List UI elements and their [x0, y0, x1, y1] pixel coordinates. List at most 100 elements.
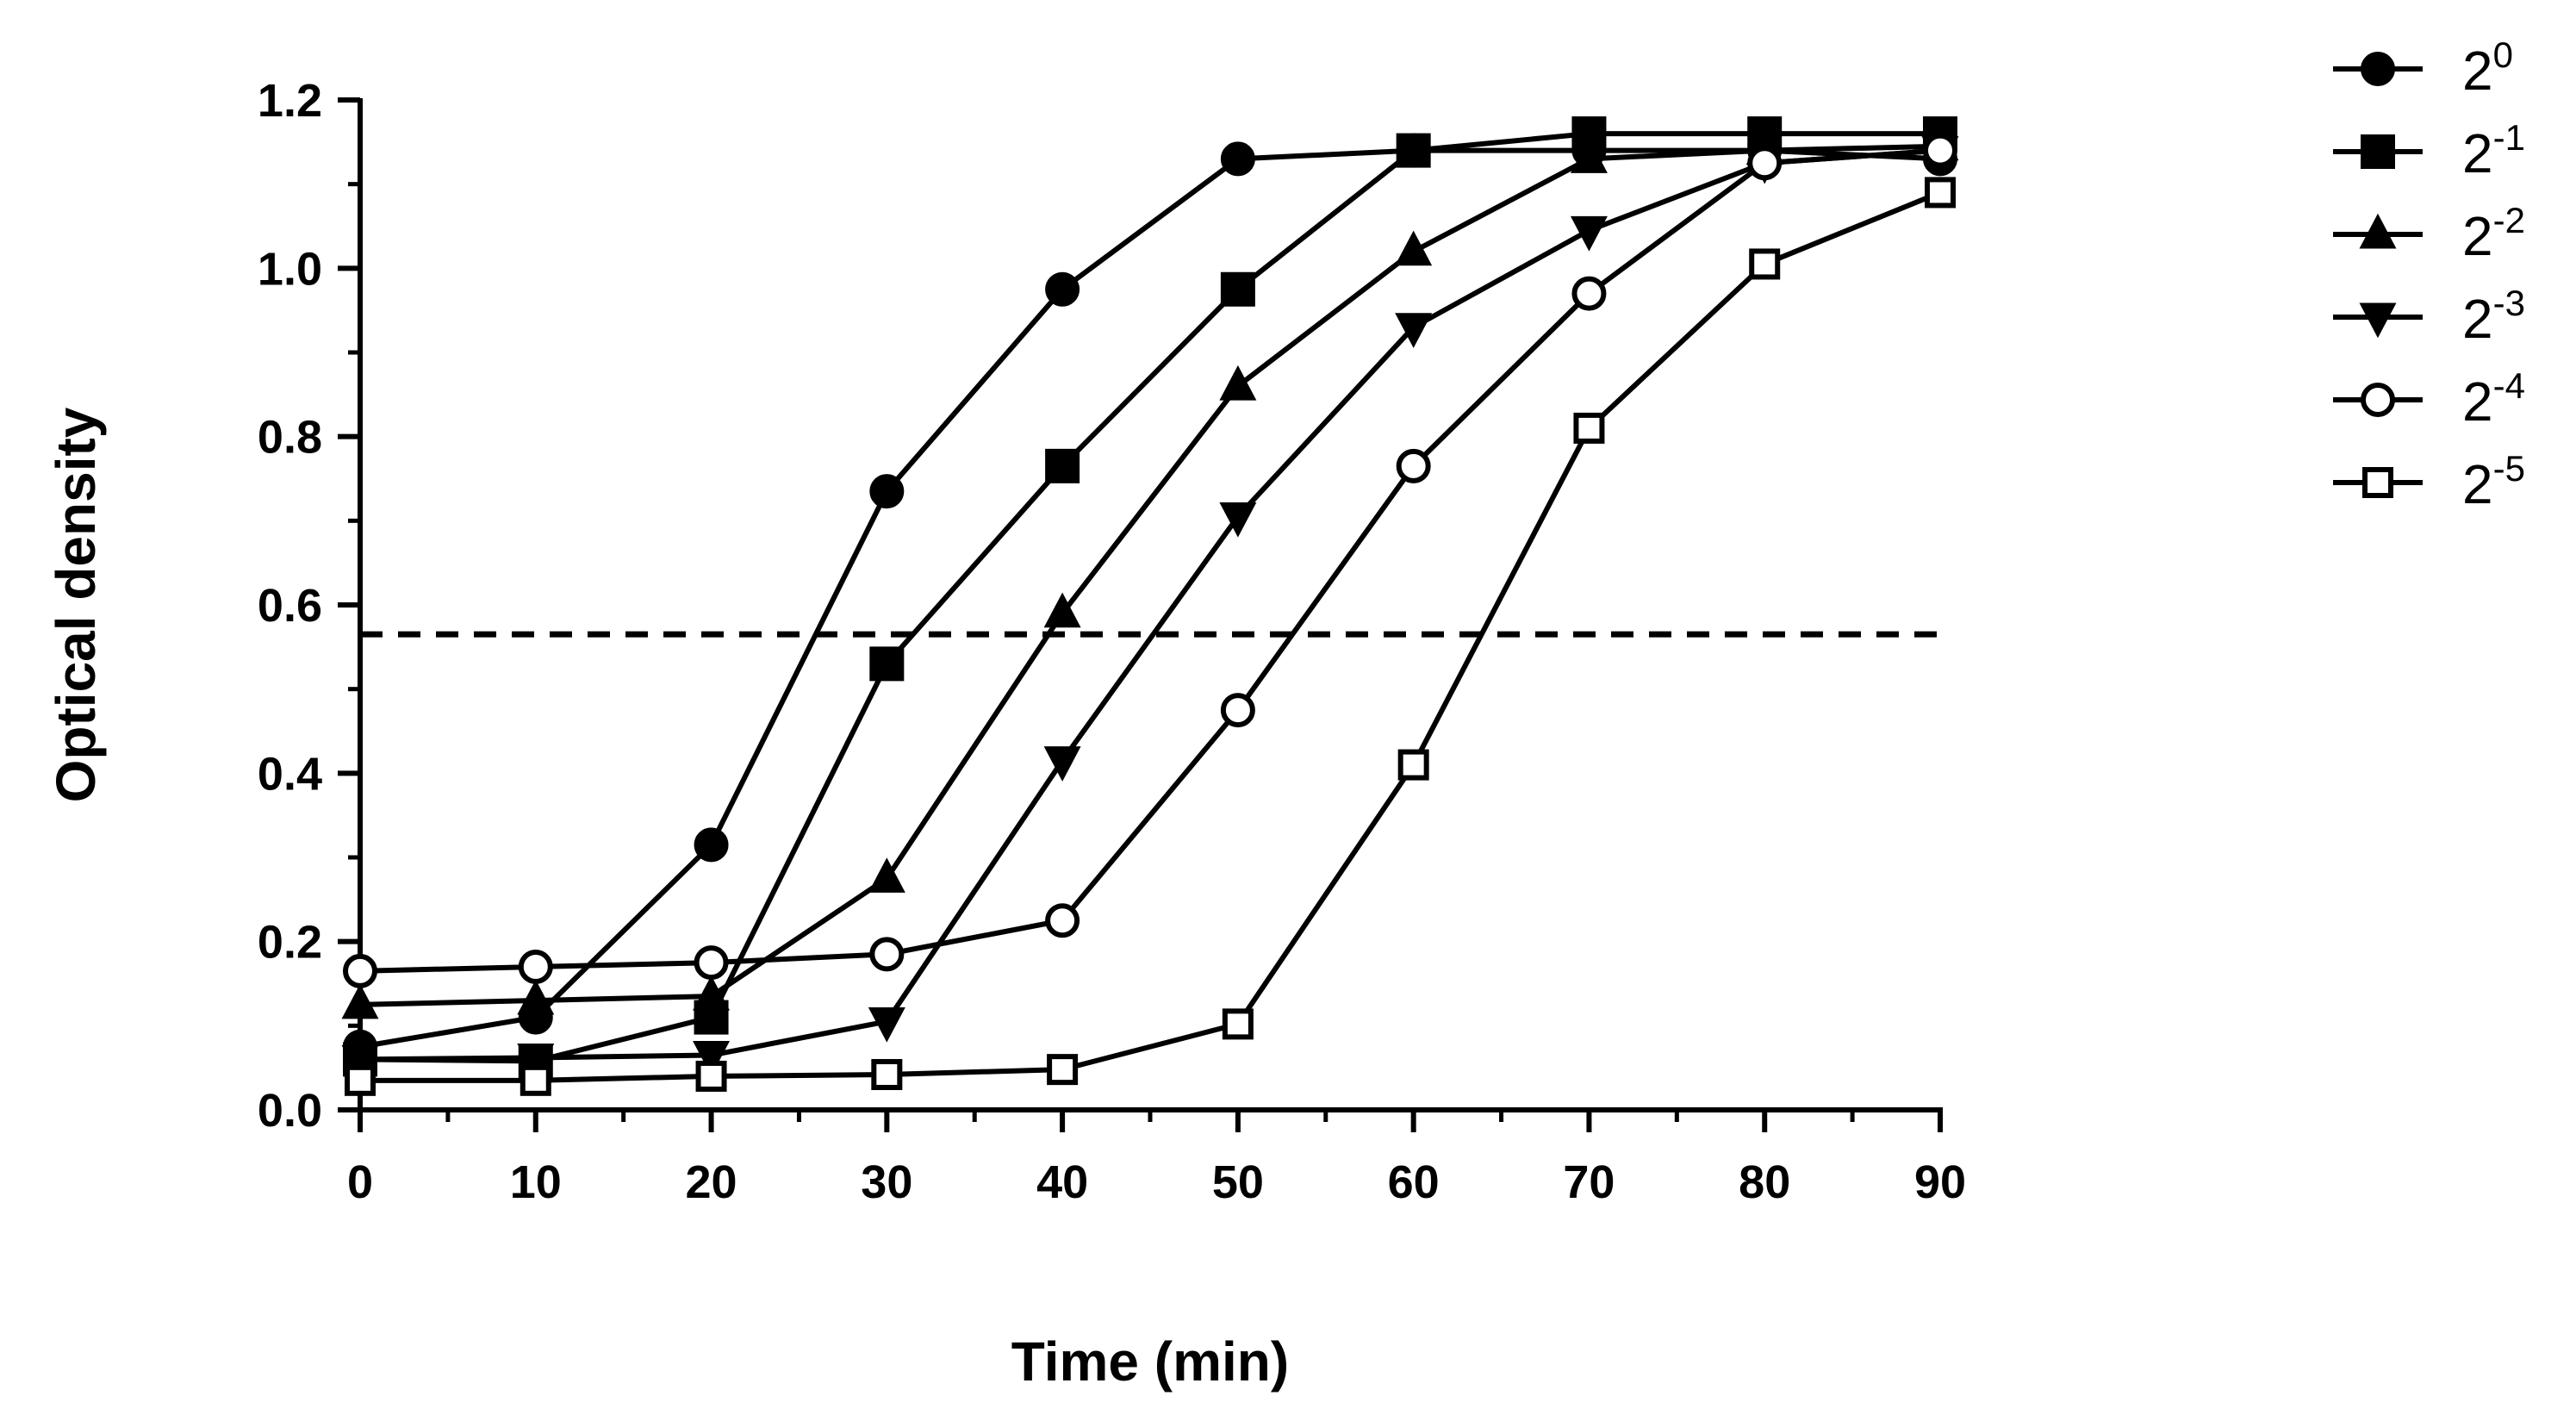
data-point [1570, 138, 1608, 173]
data-point [1397, 749, 1429, 781]
data-point [1045, 448, 1080, 483]
data-point [1396, 133, 1431, 168]
legend-label-base: 2 [2462, 371, 2493, 433]
y-tick-label: 0.2 [258, 917, 322, 969]
legend-label-base: 2 [2462, 122, 2493, 184]
legend-marker [2361, 52, 2395, 86]
series-line [359, 147, 1941, 1050]
data-point [1045, 271, 1080, 307]
y-tick-label: 0.0 [258, 1085, 322, 1137]
data-point [1043, 746, 1081, 782]
x-tick-label: 20 [686, 1156, 737, 1208]
legend-label-base: 2 [2462, 288, 2493, 350]
series-5 [345, 177, 1956, 1096]
legend-label: 2-5 [2462, 448, 2525, 515]
data-point [1219, 365, 1257, 401]
x-tick-label: 80 [1739, 1156, 1790, 1208]
y-tick-label: 0.8 [258, 412, 322, 464]
data-point [871, 1058, 903, 1090]
x-tick-label: 0 [347, 1156, 373, 1208]
data-point [694, 827, 729, 863]
legend-label-base: 2 [2462, 453, 2493, 515]
data-point [1043, 592, 1081, 628]
data-point [518, 949, 553, 984]
data-point [693, 1041, 731, 1076]
data-point [694, 945, 729, 981]
legend-label-exponent: -3 [2493, 283, 2525, 323]
x-tick-label: 90 [1914, 1156, 1966, 1208]
x-tick-label: 30 [861, 1156, 912, 1208]
data-point [345, 1064, 376, 1096]
legend-label: 2-3 [2462, 283, 2525, 350]
legend-label: 2-2 [2462, 200, 2525, 267]
x-tick-label: 40 [1036, 1156, 1088, 1208]
x-tick-label: 60 [1388, 1156, 1440, 1208]
data-point [1747, 146, 1783, 181]
x-axis-title: Time (min) [1011, 1330, 1289, 1393]
data-point [869, 937, 905, 972]
y-tick-label: 0.6 [258, 580, 322, 632]
legend: 202-12-22-32-42-5 [2333, 34, 2525, 515]
series-2 [341, 125, 1959, 1019]
data-point [869, 474, 905, 509]
legend-label-base: 2 [2462, 40, 2493, 102]
series-4 [343, 133, 1957, 988]
series-line [359, 143, 1941, 1007]
series-1 [343, 116, 1957, 1079]
series-line [359, 147, 1941, 974]
legend-item: 2-2 [2333, 200, 2525, 267]
data-point [1395, 313, 1433, 348]
legend-label-exponent: -2 [2493, 200, 2525, 240]
legend-label-exponent: -5 [2493, 448, 2525, 489]
series-0 [343, 133, 1957, 1064]
legend-item: 2-4 [2333, 365, 2525, 433]
data-point [517, 979, 555, 1015]
legend-item: 20 [2333, 34, 2513, 102]
legend-marker [2361, 134, 2395, 169]
data-point [868, 857, 905, 893]
x-tick-label: 50 [1212, 1156, 1264, 1208]
series-line [359, 147, 1941, 1062]
legend-label-exponent: -1 [2493, 117, 2525, 158]
data-point [1047, 1054, 1079, 1086]
legend-label-exponent: 0 [2493, 34, 2513, 75]
legend-label: 20 [2462, 34, 2513, 102]
data-point [1923, 133, 1957, 168]
x-tick-label: 70 [1563, 1156, 1615, 1208]
y-tick-label: 1.2 [258, 75, 322, 127]
legend-item: 2-5 [2333, 448, 2525, 515]
legend-item: 2-1 [2333, 117, 2525, 184]
data-point [343, 953, 377, 988]
series-3 [341, 136, 1959, 1081]
legend-marker [2359, 213, 2397, 249]
data-point [1749, 248, 1781, 280]
data-point [1396, 448, 1431, 483]
legend-label-exponent: -4 [2493, 365, 2525, 406]
data-point [868, 1006, 905, 1043]
data-point [1925, 177, 1956, 209]
legend-label: 2-1 [2462, 117, 2525, 184]
data-point [1570, 215, 1608, 252]
data-point [341, 1044, 379, 1081]
data-point [693, 975, 731, 1011]
data-point [517, 1043, 555, 1079]
y-axis-title: Optical density [45, 407, 107, 802]
data-point [1045, 903, 1080, 938]
data-point [1395, 230, 1433, 266]
data-point [695, 1060, 727, 1092]
legend-label-base: 2 [2462, 205, 2493, 267]
y-tick-label: 0.4 [258, 748, 322, 800]
legend-label: 2-4 [2462, 365, 2525, 433]
legend-item: 2-3 [2333, 283, 2525, 350]
axes: 0.0 0.2 0.4 0.6 0.8 1.0 1.2 0 10 20 30 40 50 60 70 80 90 [258, 75, 1966, 1208]
series-line [360, 190, 1942, 1083]
data-point [520, 1064, 551, 1096]
data-point [1573, 412, 1605, 444]
data-point [1220, 693, 1255, 728]
y-tick-label: 1.0 [258, 243, 322, 295]
data-point [1219, 502, 1257, 538]
data-point [1571, 276, 1607, 311]
x-tick-label: 10 [510, 1156, 562, 1208]
